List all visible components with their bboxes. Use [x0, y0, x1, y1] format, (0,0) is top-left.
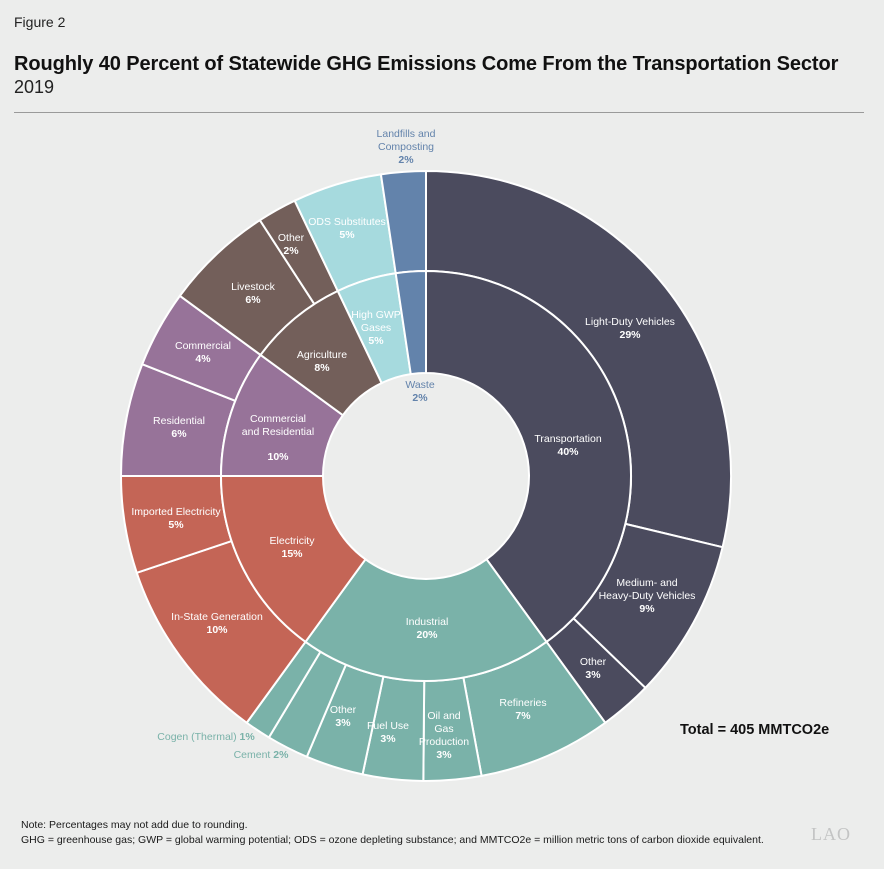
- slice-electricity: [219, 475, 367, 644]
- label-transportation-other: Other 3%: [580, 656, 607, 681]
- label-transportation: Transportation 40%: [534, 433, 601, 458]
- label-commercial-and-residential: Commercial and Residential: [242, 413, 314, 438]
- label-agriculture-livestock: Livestock 6%: [231, 281, 276, 306]
- external-label-landfills: Landfills and Composting 2%: [377, 128, 436, 166]
- external-label-cogen: Cogen (Thermal) 1%: [157, 731, 255, 743]
- figure-label: Figure 2: [14, 14, 66, 30]
- slice-labels: Light-Duty Vehicles 29% Medium- and Heavy-D…: [131, 128, 695, 761]
- label-high-gwp-gases: High GWP Gases 5%: [351, 309, 401, 347]
- label-commercial-and-residential-pct: 10%: [267, 451, 289, 463]
- label-commercial-and-residential-residential: Residential 6%: [153, 415, 205, 440]
- label-industrial: Industrial 20%: [406, 616, 449, 641]
- title-divider: [14, 112, 864, 113]
- label-high-gwp-gases-ods-substitutes: ODS Substitutes 5%: [308, 216, 386, 241]
- label-industrial-oil-and-gas-production: Oil and Gas Production 3%: [419, 710, 469, 761]
- label-industrial-refineries: Refineries 7%: [499, 697, 546, 722]
- chart-subtitle: 2019: [14, 77, 55, 97]
- inner-ring: [219, 269, 632, 683]
- note-abbreviations: GHG = greenhouse gas; GWP = global warmi…: [21, 834, 764, 846]
- outer-ring: [119, 169, 732, 782]
- label-transportation-light-duty-vehicles: Light-Duty Vehicles 29%: [585, 316, 675, 341]
- slice-transportation: [425, 269, 632, 644]
- lao-logo: LAO: [811, 824, 851, 844]
- label-electricity-in-state-generation: In-State Generation 10%: [171, 611, 263, 636]
- slice-industrial: [304, 557, 548, 683]
- slice-waste: [394, 269, 427, 376]
- note-rounding: Note: Percentages may not add due to rou…: [21, 819, 248, 831]
- label-electricity-imported-electricity: Imported Electricity 5%: [131, 506, 221, 531]
- label-transportation-medium-and-heavy-duty-vehicles: Medium- and Heavy-Duty Vehicles 9%: [599, 577, 696, 615]
- chart-title: Roughly 40 Percent of Statewide GHG Emis…: [14, 53, 839, 75]
- external-label-cement: Cement 2%: [234, 749, 290, 761]
- external-label-waste: Waste 2%: [405, 379, 435, 404]
- label-agriculture-other: Other 2%: [278, 232, 305, 257]
- label-commercial-and-residential-commercial: Commercial 4%: [175, 340, 231, 365]
- label-electricity: Electricity 15%: [270, 535, 316, 560]
- total-label: Total = 405 MMTCO2e: [680, 722, 830, 738]
- chart-notes: Note: Percentages may not add due to rou…: [21, 818, 764, 848]
- label-industrial-fuel-use: Fuel Use 3%: [367, 720, 409, 745]
- label-agriculture: Agriculture 8%: [297, 349, 347, 374]
- label-industrial-other: Other 3%: [330, 704, 357, 729]
